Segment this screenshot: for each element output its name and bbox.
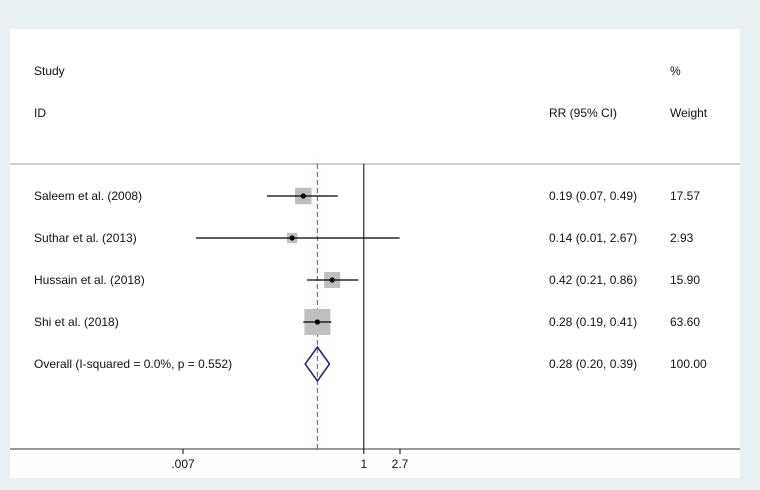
study-label: Hussain et al. (2018) — [34, 273, 145, 287]
overall-weight: 100.00 — [670, 357, 707, 371]
study-ci-text: 0.19 (0.07, 0.49) — [549, 189, 637, 203]
forest-plot-svg: Study ID RR (95% CI) % Weight Saleem et … — [10, 64, 740, 471]
study-ci-text: 0.42 (0.21, 0.86) — [549, 273, 637, 287]
study-label: Suthar et al. (2013) — [34, 231, 137, 245]
x-tick-label: 1 — [360, 457, 367, 471]
study-label: Saleem et al. (2008) — [34, 189, 142, 203]
overall-ci-text: 0.28 (0.20, 0.39) — [549, 357, 637, 371]
study-point-estimate — [300, 193, 306, 199]
study-ci-text: 0.28 (0.19, 0.41) — [549, 315, 637, 329]
x-tick-label: 2.7 — [392, 457, 409, 471]
study-header: Study — [34, 64, 65, 78]
x-tick-label: .007 — [171, 457, 195, 471]
overall-label: Overall (I-squared = 0.0%, p = 0.552) — [34, 357, 232, 371]
study-weight: 17.57 — [670, 189, 700, 203]
study-weight: 15.90 — [670, 273, 700, 287]
weight-percent-header: % — [670, 64, 681, 78]
study-weight: 2.93 — [670, 231, 694, 245]
study-point-estimate — [314, 319, 321, 325]
study-label: Shi et al. (2018) — [34, 315, 119, 329]
study-ci-text: 0.14 (0.01, 2.67) — [549, 231, 637, 245]
study-point-estimate — [329, 277, 335, 283]
study-weight: 63.60 — [670, 315, 700, 329]
id-header: ID — [34, 106, 46, 120]
study-point-estimate — [289, 235, 295, 241]
weight-header: Weight — [670, 106, 708, 120]
rr-ci-header: RR (95% CI) — [549, 106, 617, 120]
forest-plot: Study ID RR (95% CI) % Weight Saleem et … — [10, 29, 740, 478]
overall-diamond — [304, 345, 331, 383]
